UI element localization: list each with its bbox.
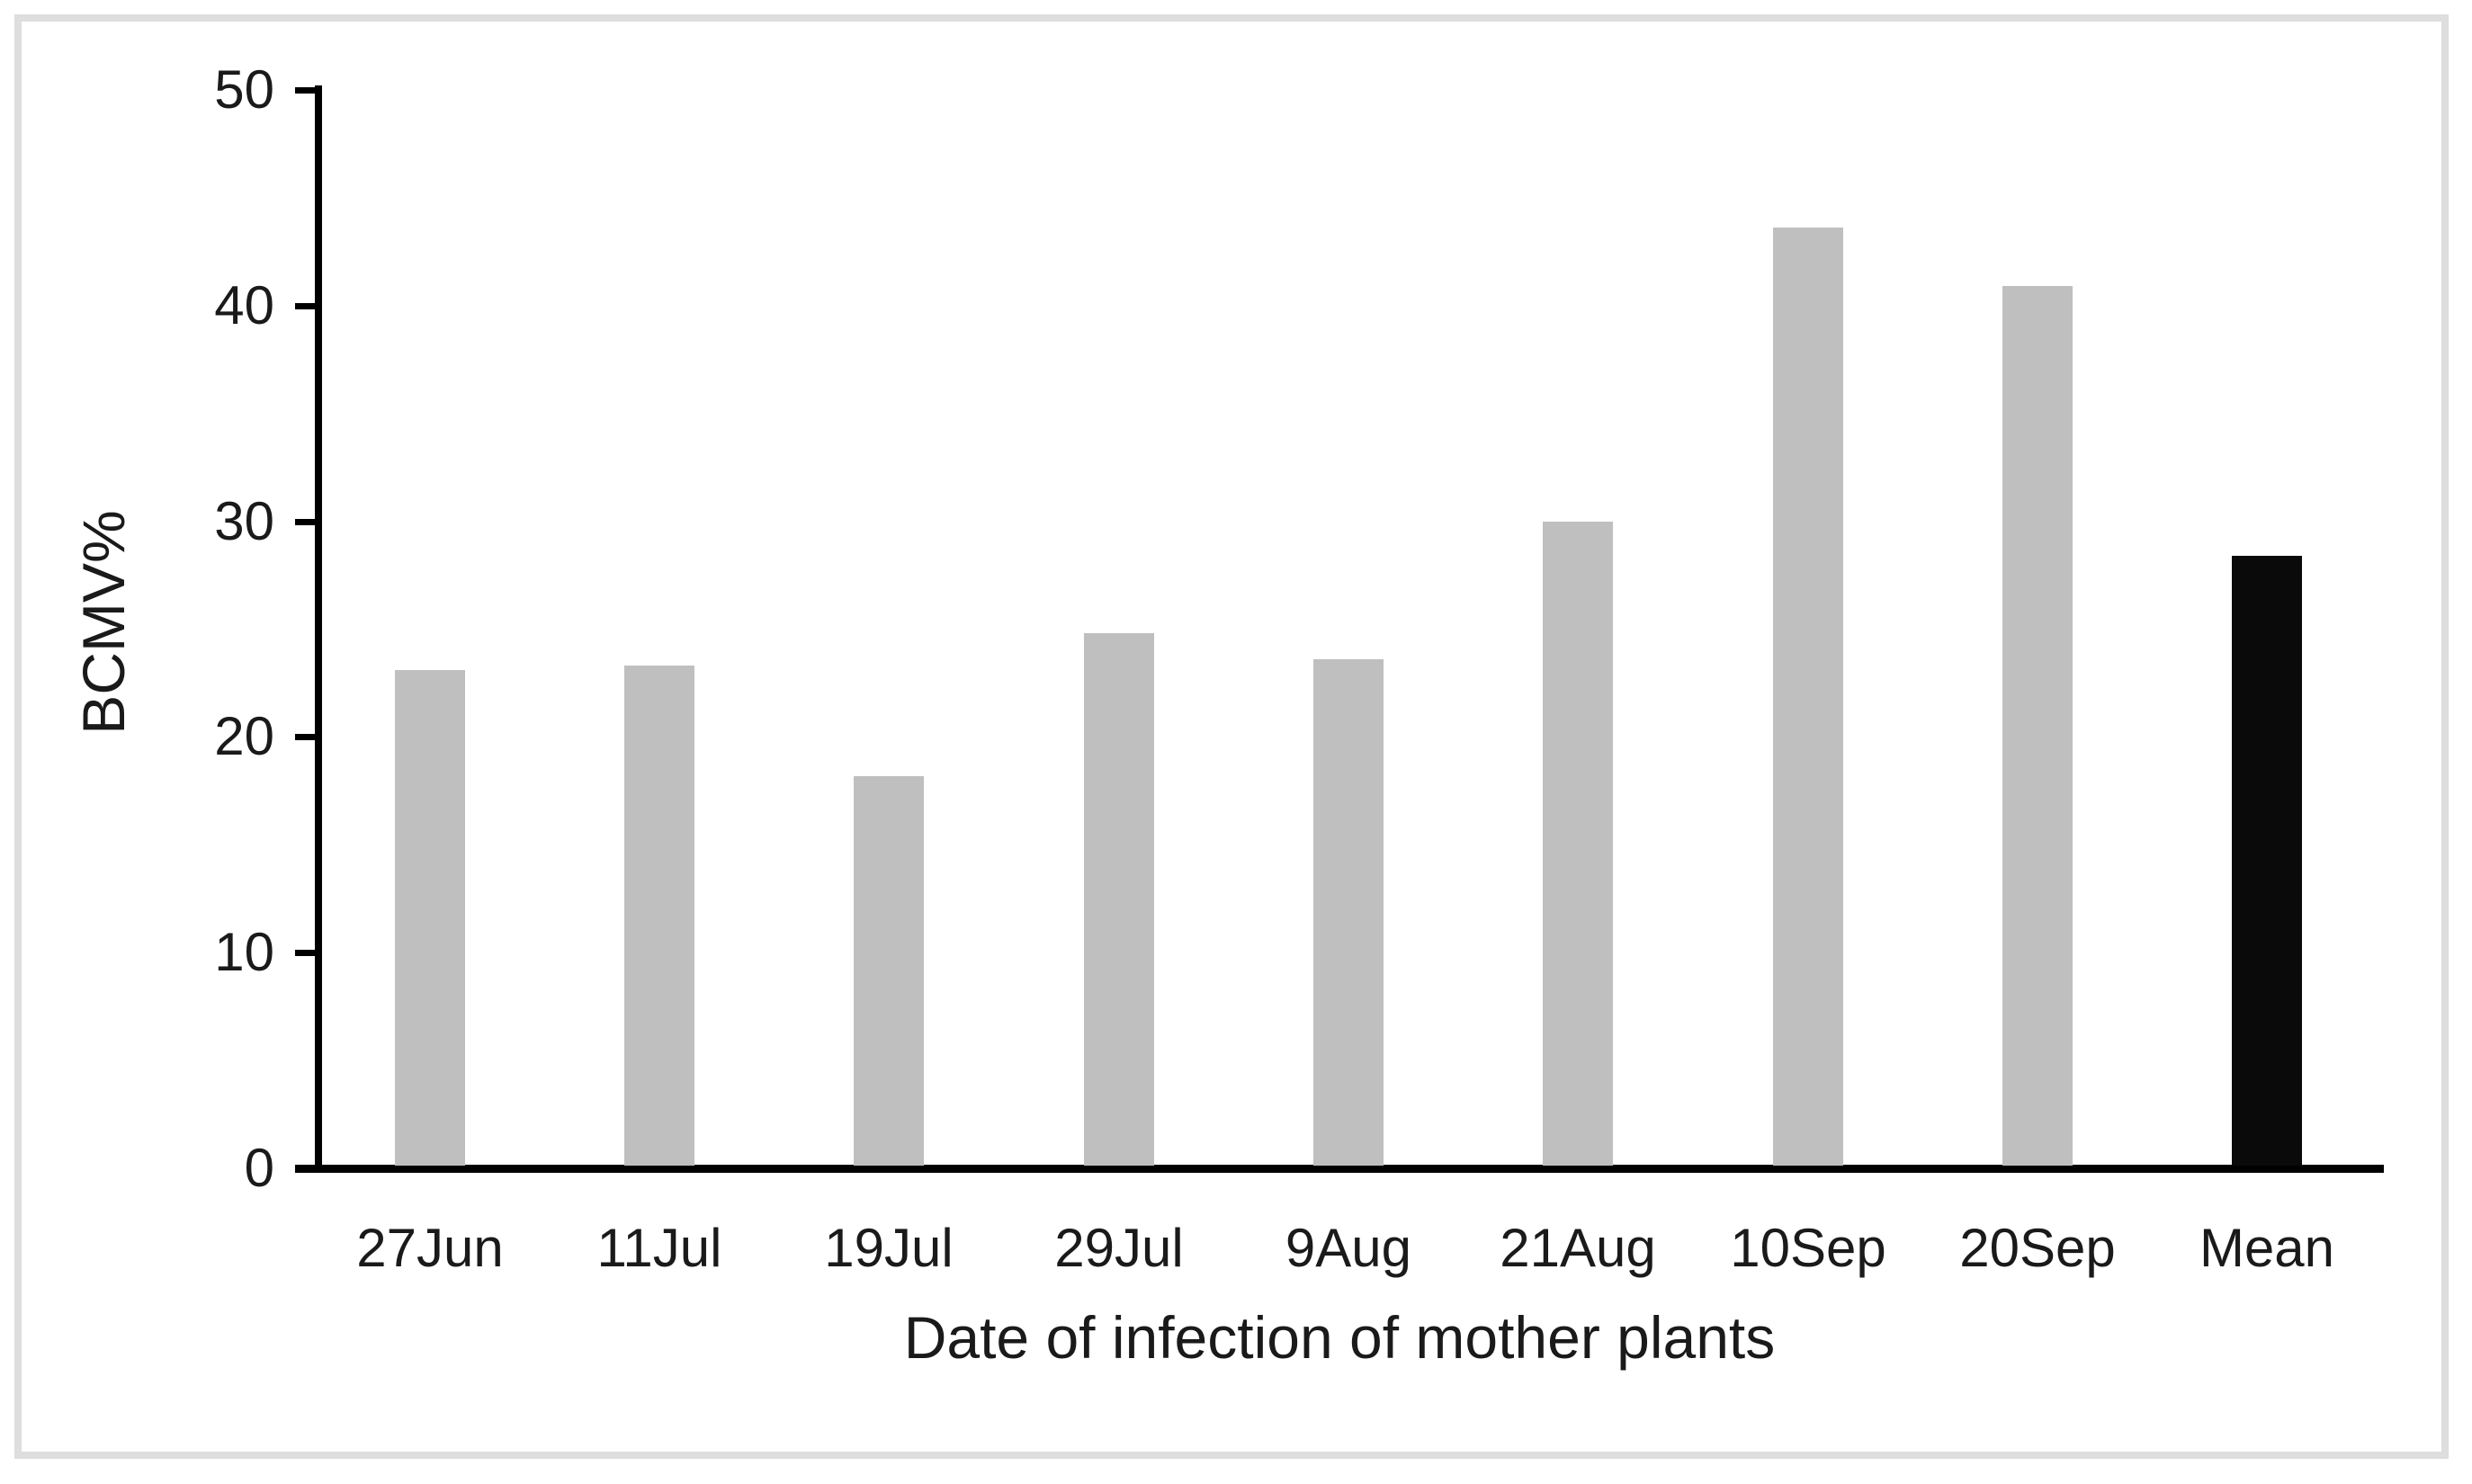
x-axis-title: Date of infection of mother plants	[903, 1304, 1776, 1371]
y-tick-mark-40	[295, 302, 316, 309]
x-category-label-10Sep: 10Sep	[1730, 1218, 1886, 1278]
y-tick-label-20: 20	[214, 706, 274, 767]
bar-Mean	[2232, 556, 2302, 1166]
y-tick-mark-50	[295, 87, 316, 94]
y-axis-title: BCMV%	[70, 510, 137, 735]
x-category-label-21Aug: 21Aug	[1500, 1218, 1656, 1278]
y-tick-mark-20	[295, 734, 316, 741]
y-tick-label-40: 40	[214, 274, 274, 335]
bar-29Jul	[1084, 633, 1154, 1166]
y-tick-mark-10	[295, 950, 316, 957]
y-tick-label-50: 50	[214, 59, 274, 120]
x-category-label-11Jul: 11Jul	[596, 1218, 722, 1278]
x-category-label-20Sep: 20Sep	[1959, 1218, 2116, 1278]
y-tick-mark-0	[295, 1166, 316, 1172]
bar-11Jul	[624, 666, 694, 1166]
x-category-label-29Jul: 29Jul	[1054, 1218, 1184, 1278]
x-category-label-Mean: Mean	[2199, 1218, 2335, 1278]
bar-21Aug	[1543, 522, 1613, 1166]
bar-9Aug	[1313, 659, 1384, 1166]
x-category-label-9Aug: 9Aug	[1285, 1218, 1412, 1278]
y-tick-mark-30	[295, 518, 316, 525]
bar-19Jul	[854, 776, 924, 1166]
y-tick-label-10: 10	[214, 922, 274, 983]
y-axis-line	[315, 85, 322, 1171]
y-tick-label-0: 0	[244, 1138, 274, 1198]
bar-20Sep	[2002, 286, 2073, 1166]
bar-27Jun	[395, 670, 465, 1166]
x-category-label-27Jun: 27Jun	[356, 1218, 504, 1278]
x-category-label-19Jul: 19Jul	[824, 1218, 954, 1278]
bar-10Sep	[1773, 228, 1843, 1166]
x-axis-line	[295, 1165, 2384, 1173]
y-tick-label-30: 30	[214, 490, 274, 551]
